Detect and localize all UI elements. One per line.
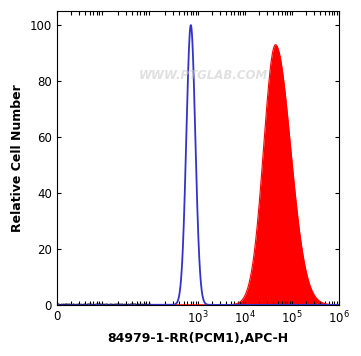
Y-axis label: Relative Cell Number: Relative Cell Number: [11, 84, 24, 232]
Text: WWW.PTGLAB.COM: WWW.PTGLAB.COM: [139, 69, 268, 82]
X-axis label: 84979-1-RR(PCM1),APC-H: 84979-1-RR(PCM1),APC-H: [107, 332, 288, 345]
